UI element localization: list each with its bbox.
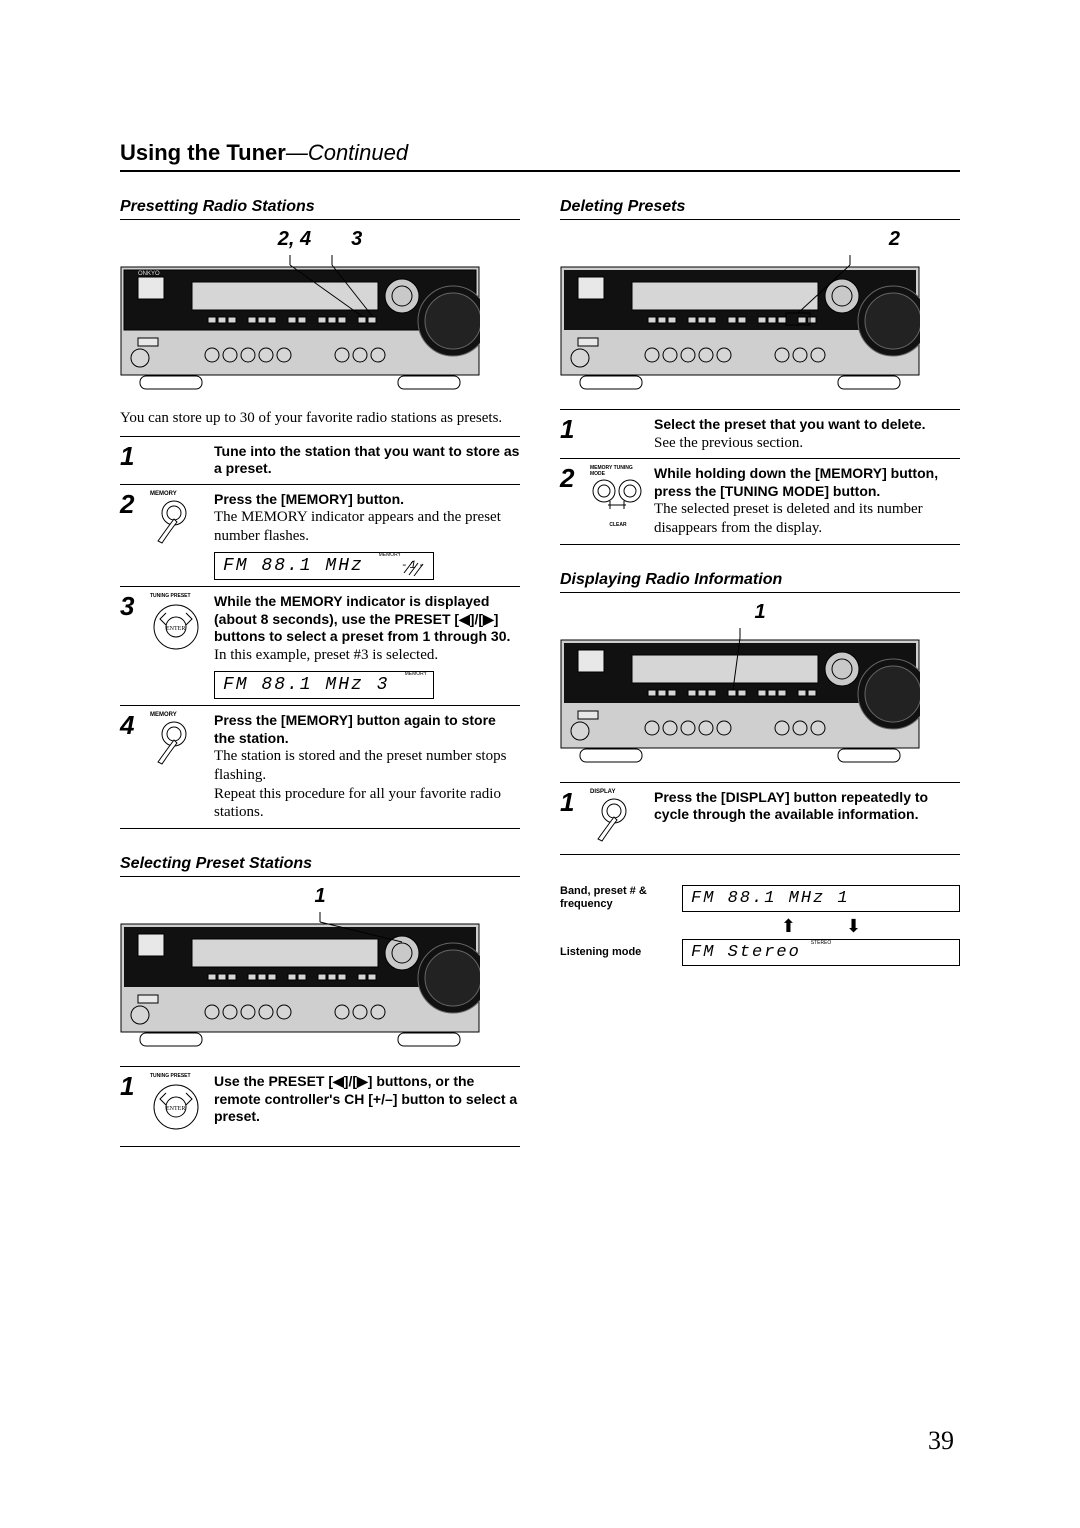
step-lead: Press the [MEMORY] button again to store…: [214, 712, 520, 747]
svg-text:ONKYO: ONKYO: [138, 271, 160, 277]
step-number: 1: [560, 789, 582, 848]
dial-icon: ENTER: [150, 1079, 202, 1135]
page-number: 39: [928, 1426, 954, 1456]
step-lead: Press the [MEMORY] button.: [214, 491, 520, 509]
step-body-text: In this example, preset #3 is selected.: [214, 646, 520, 665]
steps-list: 1 TUNING PRESET ENTER Use the PRESET [◀]…: [120, 1066, 520, 1147]
cycle-arrows: ⬆ ⬇: [682, 916, 960, 937]
svg-text:ENTER: ENTER: [166, 626, 185, 632]
step-lead: While holding down the [MEMORY] button, …: [654, 465, 960, 500]
diagram-callout: 2: [560, 228, 960, 251]
step-number: 1: [120, 1073, 142, 1140]
dial-icon: ENTER: [150, 599, 202, 655]
svg-text:-1-: -1-: [401, 560, 427, 572]
step-lead: Use the PRESET [◀]/[▶] buttons, or the r…: [214, 1073, 520, 1126]
lcd-display: STEREO FM Stereo: [682, 939, 960, 966]
cycle-label: Listening mode: [560, 946, 670, 959]
section-heading: Selecting Preset Stations: [120, 855, 520, 877]
page-title: Using the Tuner—Continued: [120, 140, 960, 172]
step-number: 2: [120, 491, 142, 581]
callout-num: 3: [351, 228, 362, 251]
press-button-icon: [150, 718, 202, 766]
section-heading: Displaying Radio Information: [560, 571, 960, 593]
step-body-text: The selected preset is deleted and its n…: [654, 500, 960, 538]
step-body-text: The MEMORY indicator appears and the pre…: [214, 508, 520, 546]
lcd-display: FM 88.1 MHz 1: [682, 885, 960, 912]
display-cycle: Band, preset # & frequency FM 88.1 MHz 1…: [560, 885, 960, 966]
step-number: 1: [560, 416, 582, 452]
intro-text: You can store up to 30 of your favorite …: [120, 409, 520, 428]
step-lead: Select the preset that you want to delet…: [654, 416, 960, 434]
page-title-cont: —Continued: [286, 140, 408, 165]
lcd-display: MEMORY FM 88.1 MHz -1-: [214, 552, 434, 581]
arrow-down-icon: ⬇: [846, 916, 861, 937]
diagram-callouts: 2, 4 3: [120, 228, 520, 251]
receiver-diagram: [560, 255, 920, 390]
steps-list: 1 Tune into the station that you want to…: [120, 436, 520, 829]
button-label: MEMORY TUNING MODE: [590, 465, 646, 477]
step-number: 3: [120, 593, 142, 699]
section-heading: Deleting Presets: [560, 198, 960, 220]
left-column: Presetting Radio Stations 2, 4 3 ONKYO: [120, 198, 520, 1147]
right-column: Deleting Presets 2: [560, 198, 960, 1147]
section-heading: Presetting Radio Stations: [120, 198, 520, 220]
diagram-callout: 1: [120, 885, 520, 908]
receiver-diagram: ONKYO: [120, 255, 480, 390]
steps-list: 1 Select the preset that you want to del…: [560, 409, 960, 545]
lcd-display: MEMORY FM 88.1 MHz 3: [214, 671, 434, 700]
diagram-callout: 1: [560, 601, 960, 624]
arrow-up-icon: ⬆: [781, 916, 796, 937]
step-number: 4: [120, 712, 142, 822]
step-number: 2: [560, 465, 582, 538]
svg-text:ENTER: ENTER: [166, 1106, 185, 1112]
press-button-icon: [150, 497, 202, 545]
button-label: CLEAR: [590, 522, 646, 528]
step-number: 1: [120, 443, 142, 478]
callout-num: 2, 4: [278, 228, 311, 251]
step-lead: While the MEMORY indicator is displayed …: [214, 593, 520, 646]
step-body-text: The station is stored and the preset num…: [214, 747, 520, 822]
receiver-diagram: [120, 912, 480, 1047]
step-lead: Tune into the station that you want to s…: [214, 443, 520, 478]
two-button-icon: [590, 477, 646, 517]
step-body-text: See the previous section.: [654, 434, 960, 453]
receiver-diagram: [560, 628, 920, 763]
step-lead: Press the [DISPLAY] button repeatedly to…: [654, 789, 960, 824]
cycle-label: Band, preset # & frequency: [560, 885, 670, 911]
steps-list: 1 DISPLAY Press the [DISPLAY] button rep…: [560, 782, 960, 855]
press-button-icon: [590, 795, 642, 843]
page-title-main: Using the Tuner: [120, 140, 286, 165]
flash-indicator-icon: -1-: [401, 555, 431, 577]
